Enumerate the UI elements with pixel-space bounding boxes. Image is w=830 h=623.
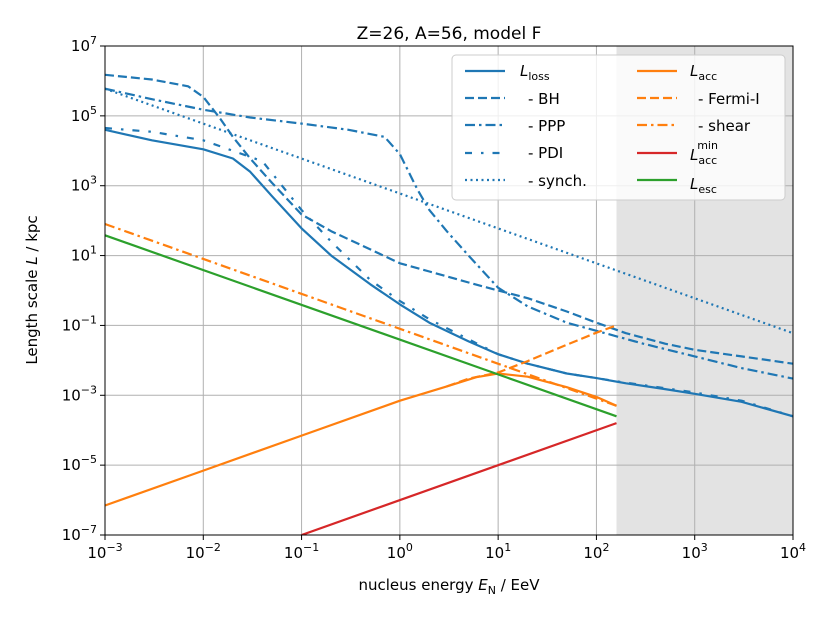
x-tick-label-base: 10 xyxy=(87,544,106,562)
legend-label-bh: - BH xyxy=(528,90,560,108)
legend-label-acc: Lacc xyxy=(690,62,717,83)
x-tick-label: 10−1 xyxy=(284,541,319,562)
x-tick-label: 104 xyxy=(780,541,806,562)
x-tick-label-base: 10 xyxy=(583,544,602,562)
series-line-shear xyxy=(105,222,617,407)
y-tick-label-base: 10 xyxy=(62,456,81,474)
x-axis-label-var: E xyxy=(478,576,488,594)
y-tick-label-base: 10 xyxy=(71,107,90,125)
y-tick-label-exp: 7 xyxy=(90,34,97,47)
legend-label-accmin-sub: acc xyxy=(698,154,717,167)
y-axis-label: Length scale L / kpc xyxy=(23,215,41,364)
y-tick-label-base: 10 xyxy=(71,177,90,195)
x-tick-label-exp: −3 xyxy=(106,541,122,554)
x-tick-label-base: 10 xyxy=(387,544,406,562)
series-line-accmin xyxy=(301,422,617,535)
y-tick-label-exp: −7 xyxy=(81,523,97,536)
y-axis-label-post: / kpc xyxy=(23,215,41,256)
y-axis-label-pre: Length scale xyxy=(23,265,41,365)
y-tick-label: 103 xyxy=(71,174,97,195)
x-axis-label: nucleus energy EN / EeV xyxy=(358,576,540,597)
y-tick-label-exp: 1 xyxy=(90,244,97,257)
x-tick-label-exp: 2 xyxy=(602,541,609,554)
y-tick-label: 10−3 xyxy=(62,383,97,404)
y-tick-label-base: 10 xyxy=(71,37,90,55)
legend-label-pdi: - PDI xyxy=(528,144,563,162)
x-tick-label-exp: 0 xyxy=(406,541,413,554)
x-tick-label-exp: −2 xyxy=(205,541,221,554)
series-line-pdi xyxy=(105,126,793,418)
legend-label-esc-main: L xyxy=(690,175,698,193)
series-line-ppp xyxy=(105,87,793,380)
legend-label-loss-sub: loss xyxy=(528,70,550,83)
x-axis-label-sub: N xyxy=(488,584,496,597)
legend-label-esc-sub: esc xyxy=(698,183,717,196)
y-tick-label-exp: −1 xyxy=(81,313,97,326)
legend-box xyxy=(451,54,786,201)
x-tick-label-base: 10 xyxy=(485,544,504,562)
legend-label-accmin-main: L xyxy=(690,146,698,164)
x-tick-label-exp: 4 xyxy=(799,541,806,554)
y-tick-label-exp: 3 xyxy=(90,174,97,187)
y-tick-label-exp: −5 xyxy=(81,453,97,466)
legend-label-acc-sub: acc xyxy=(698,70,717,83)
legend-label-ppp: - PPP xyxy=(528,117,565,135)
y-tick-label: 105 xyxy=(71,104,97,125)
y-tick-label: 10−7 xyxy=(62,523,97,544)
y-tick-label-exp: 5 xyxy=(90,104,97,117)
y-tick-label: 101 xyxy=(71,244,97,265)
y-tick-label: 107 xyxy=(71,34,97,55)
x-tick-label: 101 xyxy=(485,541,511,562)
series-layer xyxy=(105,73,793,535)
chart-title: Z=26, A=56, model F xyxy=(357,24,542,44)
plot-frame xyxy=(104,45,794,536)
x-tick-label-exp: −1 xyxy=(303,541,319,554)
series-line-loss xyxy=(105,128,793,418)
x-tick-label-base: 10 xyxy=(284,544,303,562)
legend-label-loss: Lloss xyxy=(520,62,550,83)
x-tick-label-base: 10 xyxy=(780,544,799,562)
x-axis-label-pre: nucleus energy xyxy=(358,576,478,594)
legend-label-fermi: - Fermi-I xyxy=(698,90,760,108)
x-tick-label-base: 10 xyxy=(682,544,701,562)
legend-swatches xyxy=(465,69,677,182)
x-axis-label-post: / EeV xyxy=(496,576,540,594)
x-tick-label: 10−3 xyxy=(87,541,122,562)
x-tick-label-base: 10 xyxy=(186,544,205,562)
tick-layer: 10−3 10−2 10−1 100 101 102 103 10410−710−510−31… xyxy=(62,34,806,562)
series-line-esc xyxy=(105,234,617,418)
legend-label-accmin-sup: min xyxy=(697,139,718,152)
x-tick-label: 10−2 xyxy=(186,541,221,562)
y-tick-label: 10−1 xyxy=(62,313,97,334)
series-line-synch xyxy=(105,87,793,335)
y-tick-label: 10−5 xyxy=(62,453,97,474)
legend-label-esc: Lesc xyxy=(690,175,717,196)
y-tick-label-base: 10 xyxy=(71,247,90,265)
legend-label-loss-main: L xyxy=(520,62,528,80)
legend-label-accmin: Lacc min xyxy=(690,139,718,167)
y-axis-label-var: L xyxy=(23,256,41,264)
legend-label-shear: - shear xyxy=(698,117,751,135)
x-tick-label: 100 xyxy=(387,541,413,562)
y-tick-label-base: 10 xyxy=(62,526,81,544)
y-tick-label-base: 10 xyxy=(62,386,81,404)
legend-label-synch: - synch. xyxy=(528,172,587,190)
x-tick-label-exp: 1 xyxy=(504,541,511,554)
x-tick-label-exp: 3 xyxy=(701,541,708,554)
legend: Lloss - BH - PPP - PDI - synch. Lacc - F… xyxy=(451,54,786,201)
x-tick-label: 103 xyxy=(682,541,708,562)
series-line-fermi xyxy=(446,324,617,388)
y-tick-label-exp: −3 xyxy=(81,383,97,396)
x-tick-label: 102 xyxy=(583,541,609,562)
legend-label-acc-main: L xyxy=(690,62,698,80)
y-tick-label-base: 10 xyxy=(62,316,81,334)
